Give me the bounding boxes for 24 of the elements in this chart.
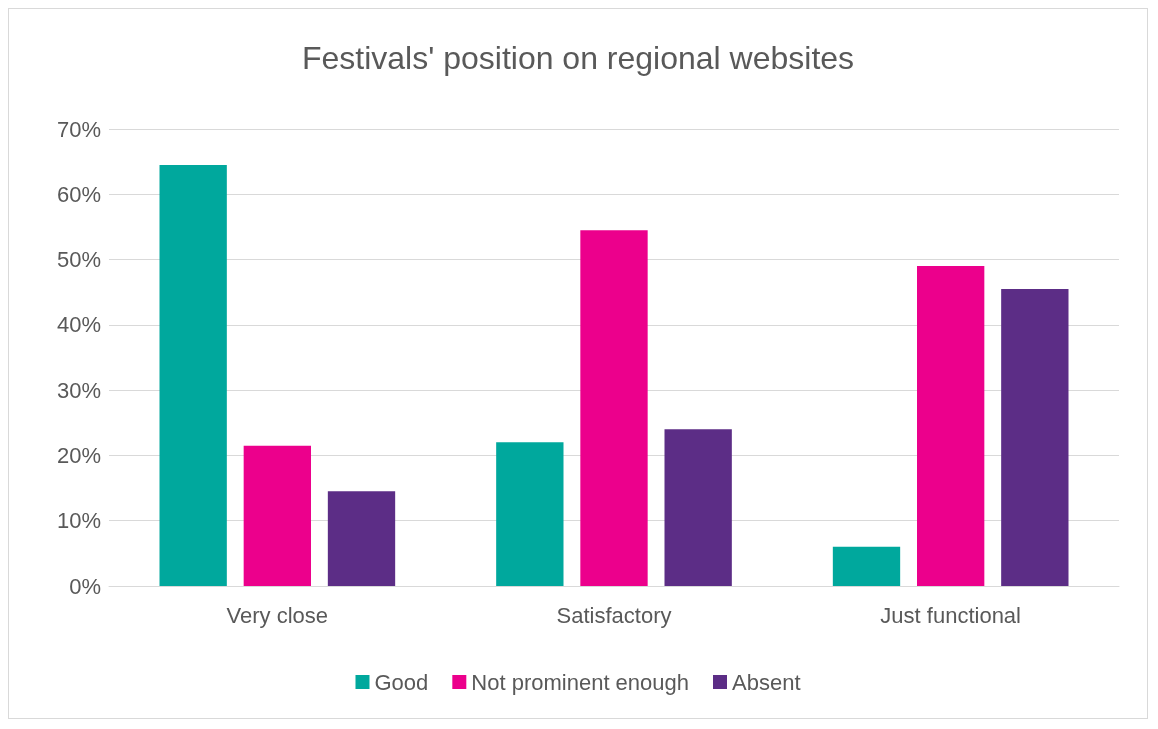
x-tick-label: Satisfactory <box>556 602 672 628</box>
legend-label: Absent <box>732 669 801 695</box>
y-tick-label: 60% <box>56 181 101 207</box>
bar <box>496 442 564 586</box>
bar <box>327 491 396 586</box>
bar <box>1001 288 1069 586</box>
bar <box>580 230 648 586</box>
x-tick-label: Just functional <box>880 602 1021 628</box>
bar <box>243 445 311 586</box>
bar <box>159 164 227 586</box>
legend-label: Good <box>374 669 429 695</box>
chart-title: Festivals' position on regional websites <box>301 40 855 76</box>
y-tick-label: 50% <box>56 247 101 273</box>
y-tick-label: 20% <box>56 442 101 468</box>
y-tick-label: 30% <box>56 377 101 403</box>
bar <box>832 546 901 586</box>
y-tick-label: 40% <box>56 312 101 338</box>
y-tick-label: 70% <box>56 116 101 142</box>
bar <box>917 266 985 586</box>
legend-label: Not prominent enough <box>471 669 690 695</box>
y-tick-label: 0% <box>69 573 101 599</box>
y-tick-label: 10% <box>56 508 101 534</box>
x-tick-label: Very close <box>226 602 329 628</box>
bar <box>664 429 732 586</box>
